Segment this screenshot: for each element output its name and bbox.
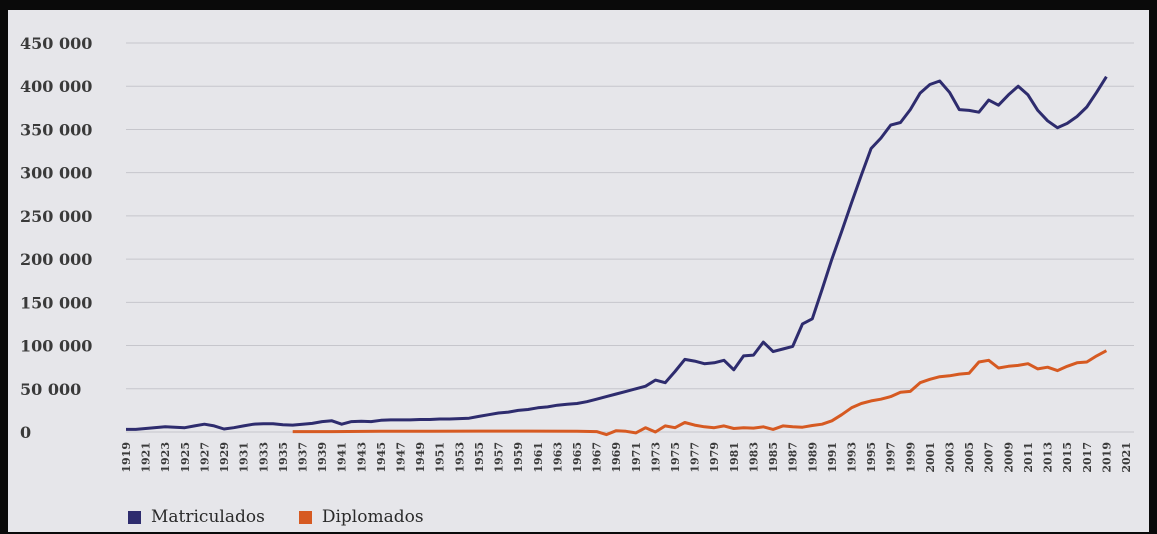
x-tick-label: 1973 [649,442,662,473]
y-tick-label: 150 000 [20,293,92,312]
series-line-diplomados [292,349,1108,437]
y-tick-label: 300 000 [20,164,92,183]
x-tick-label: 1967 [591,442,604,473]
y-tick-label: 350 000 [20,120,92,139]
legend-item-matriculados: Matriculados [128,507,265,527]
line-chart: 450 000 400 000 350 000 300 000 250 000 200 0… [20,34,1134,473]
x-tick-label: 1953 [453,442,466,473]
x-tick-label: 2003 [944,442,957,473]
y-tick-label: 250 000 [20,207,92,226]
x-tick-label: 1957 [493,442,506,473]
x-tick-label: 1939 [316,442,329,473]
x-tick-label: 2007 [983,442,996,473]
series-line-matriculados [126,75,1108,431]
x-tick-label: 1999 [904,442,917,473]
x-tick-label: 1949 [414,442,427,473]
legend-label-diplomados: Diplomados [321,507,424,527]
x-tick-label: 2001 [924,442,937,473]
x-tick-label: 1951 [434,442,447,473]
x-tick-label: 2005 [963,442,976,473]
x-tick-label: 2011 [1022,442,1035,473]
legend-swatch-matriculados [128,510,141,524]
x-tick-label: 1997 [885,442,898,473]
y-tick-label: 200 000 [20,250,92,269]
x-tick-label: 1935 [277,442,290,473]
y-tick-label: 0 [20,423,31,442]
x-tick-label: 1977 [689,442,702,473]
x-tick-label: 1983 [747,442,760,473]
x-tick-label: 1933 [257,442,270,473]
series-lines [126,75,1108,437]
x-tick-label: 1985 [767,442,780,473]
x-tick-label: 1971 [630,442,643,473]
x-tick-label: 2017 [1081,442,1094,473]
legend-item-diplomados: Diplomados [298,507,424,527]
x-tick-label: 2009 [1002,442,1015,473]
legend-swatch-diplomados [298,510,312,524]
x-tick-label: 2015 [1061,442,1074,473]
x-tick-label: 1945 [375,442,388,473]
y-tick-label: 100 000 [20,337,92,356]
x-tick-label: 1961 [532,442,545,473]
x-axis-ticks: 1919 1921 1923 1925 1927 1929 1931 1933 1935 1937… [120,442,1133,473]
x-tick-label: 1941 [336,442,349,473]
x-tick-label: 1955 [473,442,486,473]
legend: Matriculados Diplomados [128,506,424,528]
x-tick-label: 2019 [1100,442,1113,473]
y-tick-label: 50 000 [20,380,81,399]
x-tick-label: 1975 [669,442,682,473]
x-tick-label: 1979 [708,442,721,473]
x-tick-label: 1947 [395,442,408,473]
x-tick-label: 2021 [1120,442,1133,473]
x-tick-label: 1925 [179,442,192,473]
x-tick-label: 1927 [198,442,211,473]
x-tick-label: 1965 [571,442,584,473]
legend-label-matriculados: Matriculados [151,507,265,527]
x-tick-label: 1959 [512,442,525,473]
x-tick-label: 1989 [806,442,819,473]
x-tick-label: 1937 [296,442,309,473]
gridlines [126,42,1134,433]
chart-frame: 450 000 400 000 350 000 300 000 250 000 200 0… [8,10,1149,532]
x-tick-label: 1991 [826,442,839,473]
x-tick-label: 1993 [845,442,858,473]
x-tick-label: 2013 [1042,442,1055,473]
x-tick-label: 1987 [787,442,800,473]
y-tick-label: 450 000 [20,34,92,53]
x-tick-label: 1923 [159,442,172,473]
x-tick-label: 1919 [120,442,133,473]
x-tick-label: 1981 [728,442,741,473]
x-tick-label: 1931 [238,442,251,473]
x-tick-label: 1969 [610,442,623,473]
x-tick-label: 1963 [551,442,564,473]
y-axis-ticks: 450 000 400 000 350 000 300 000 250 000 200 0… [20,34,92,442]
x-tick-label: 1921 [140,442,153,473]
x-tick-label: 1929 [218,442,231,473]
y-tick-label: 400 000 [20,77,92,96]
x-tick-label: 1995 [865,442,878,473]
x-tick-label: 1943 [355,442,368,473]
